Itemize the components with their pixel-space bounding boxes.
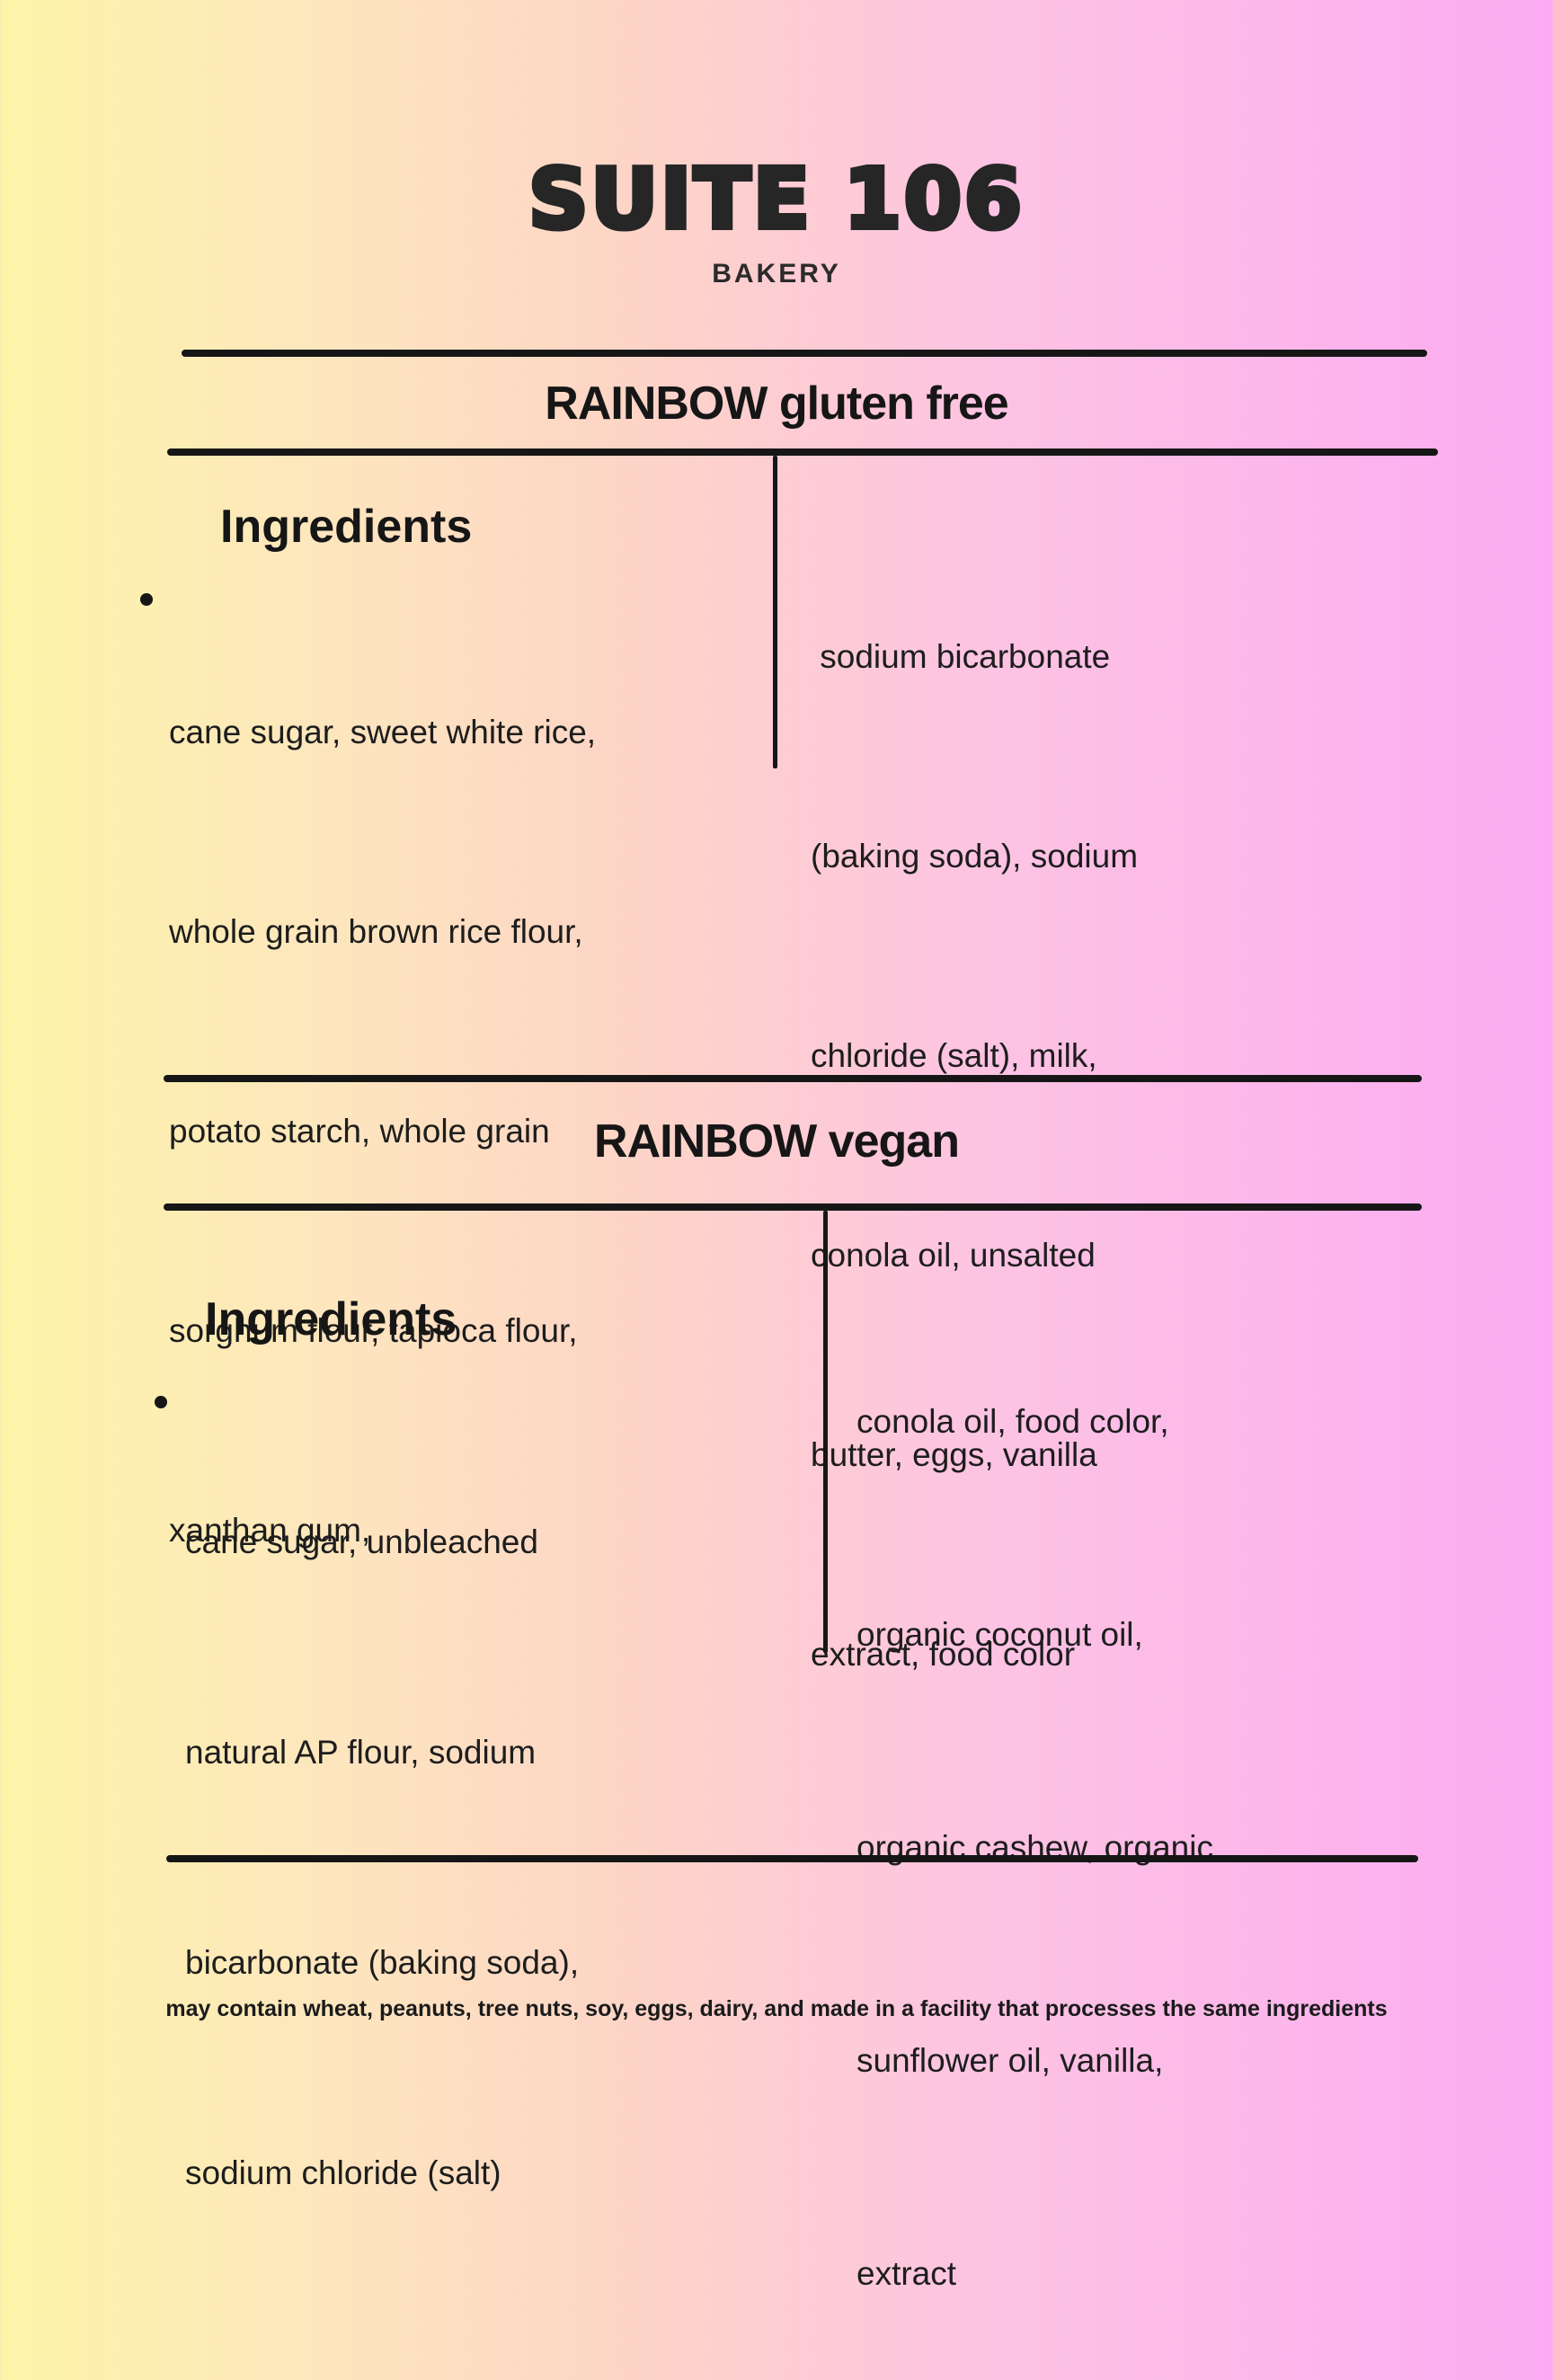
- horizontal-rule-footer: [166, 1855, 1418, 1862]
- column-divider-section1: [773, 456, 777, 768]
- ingredient-line: bicarbonate (baking soda),: [185, 1944, 580, 1981]
- horizontal-rule-top-section1: [182, 350, 1427, 357]
- ingredient-label-page: { "page": { "background_gradient": ["#fd…: [0, 0, 1553, 2292]
- section2-right-column: conola oil, food color, organic coconut …: [856, 1244, 1213, 2380]
- horizontal-rule-top-section2: [164, 1075, 1422, 1082]
- ingredient-line: extract, food color: [811, 1636, 1076, 1673]
- ingredient-line: (baking soda), sodium: [811, 838, 1139, 875]
- bullet-dot: [155, 1396, 167, 1408]
- section2-left-column: cane sugar, unbleached natural AP flour,…: [185, 1367, 579, 2278]
- ingredient-line: sunflower oil, vanilla,: [856, 2042, 1164, 2079]
- ingredient-line: conola oil, food color,: [856, 1403, 1169, 1440]
- allergen-disclaimer: may contain wheat, peanuts, tree nuts, s…: [165, 1996, 1388, 2021]
- ingredient-line: cane sugar, sweet white rice,: [169, 714, 597, 750]
- section2-ingredients-heading: Ingredients: [205, 1293, 457, 1345]
- ingredient-line: sodium bicarbonate: [811, 638, 1111, 675]
- ingredient-line: chloride (salt), milk,: [811, 1037, 1097, 1074]
- horizontal-rule-bottom-title-section2: [164, 1203, 1422, 1211]
- bakery-logo-subtitle: BAKERY: [712, 259, 841, 289]
- ingredient-line: xanthan gum,: [169, 1512, 371, 1549]
- horizontal-rule-bottom-title-section1: [167, 448, 1438, 456]
- section1-left-column: cane sugar, sweet white rice, whole grai…: [169, 566, 596, 1630]
- ingredient-line: whole grain brown rice flour,: [169, 913, 583, 950]
- bullet-dot: [140, 593, 153, 606]
- ingredient-line: potato starch, whole grain: [169, 1113, 550, 1150]
- ingredient-line: sodium chloride (salt): [185, 2154, 501, 2191]
- bakery-logo: SUITE 106: [526, 151, 1025, 247]
- ingredient-line: organic cashew, organic: [856, 1829, 1213, 1866]
- section1-ingredients-heading: Ingredients: [220, 501, 473, 553]
- ingredient-line: natural AP flour, sodium: [185, 1734, 537, 1771]
- ingredient-line: organic coconut oil,: [856, 1616, 1143, 1653]
- column-divider-section2: [823, 1211, 828, 1653]
- ingredient-line: cane sugar, unbleached: [185, 1523, 538, 1560]
- section1-title: RAINBOW gluten free: [545, 377, 1008, 430]
- ingredient-line: sorghum flour, tapioca flour,: [169, 1312, 578, 1349]
- section2-title: RAINBOW vegan: [594, 1115, 960, 1168]
- ingredient-line: extract: [856, 2255, 957, 2292]
